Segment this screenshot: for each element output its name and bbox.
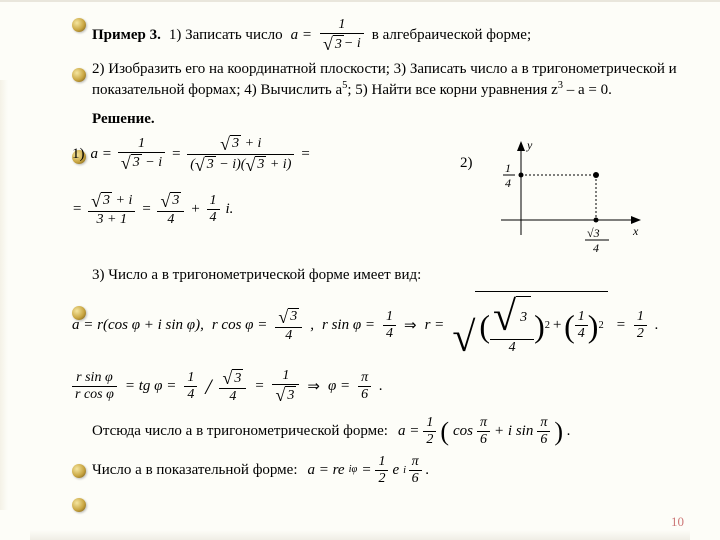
tasks-block: 2) Изобразить его на координатной плоско… <box>42 59 678 101</box>
page-content: Пример 3. 1) Записать число a = 1 √3− i … <box>0 0 720 502</box>
task1-pre: 1) Записать число <box>169 25 283 45</box>
formula-a-def: a = 1 √3− i <box>291 18 364 53</box>
row-1-2: 1) a = 1√3 − i = √3 + i(√3 − i)(√3 + i) … <box>42 135 678 255</box>
svg-text:x: x <box>632 224 639 238</box>
svg-text:4: 4 <box>505 176 511 190</box>
item3-label: 3) Число a в тригонометрической форме им… <box>42 265 678 285</box>
example-title: Пример 3. <box>92 25 161 45</box>
exp-result-line: Число a в показательной форме: a = reiφ … <box>42 455 678 486</box>
svg-text:y: y <box>526 138 533 152</box>
label-2: 2) <box>460 135 473 172</box>
svg-text:√3: √3 <box>587 226 600 240</box>
coord-plot: y x 1 4 √3 4 <box>481 135 651 255</box>
svg-text:4: 4 <box>593 241 599 255</box>
trig-line-1: a = r(cos φ + i sin φ), r cos φ = √34 , … <box>42 291 678 359</box>
page-number: 10 <box>671 514 684 530</box>
task1-post: в алгебраической форме; <box>372 25 531 45</box>
header-line: Пример 3. 1) Записать число a = 1 √3− i … <box>42 18 678 53</box>
trig-line-2: r sin φr cos φ = tg φ = 14 / √34 = 1√3 ⇒… <box>42 369 678 404</box>
solution-label: Решение. <box>42 109 678 129</box>
plot-block: 2) y x 1 4 √3 4 <box>460 135 651 255</box>
svg-text:1: 1 <box>505 161 511 175</box>
derivation-1: 1) a = 1√3 − i = √3 + i(√3 − i)(√3 + i) … <box>72 135 432 227</box>
trig-result-line: Отсюда число a в тригонометрической форм… <box>42 416 678 447</box>
